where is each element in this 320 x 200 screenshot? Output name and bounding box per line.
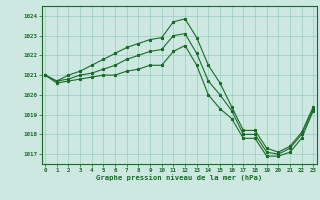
X-axis label: Graphe pression niveau de la mer (hPa): Graphe pression niveau de la mer (hPa) — [96, 175, 262, 181]
